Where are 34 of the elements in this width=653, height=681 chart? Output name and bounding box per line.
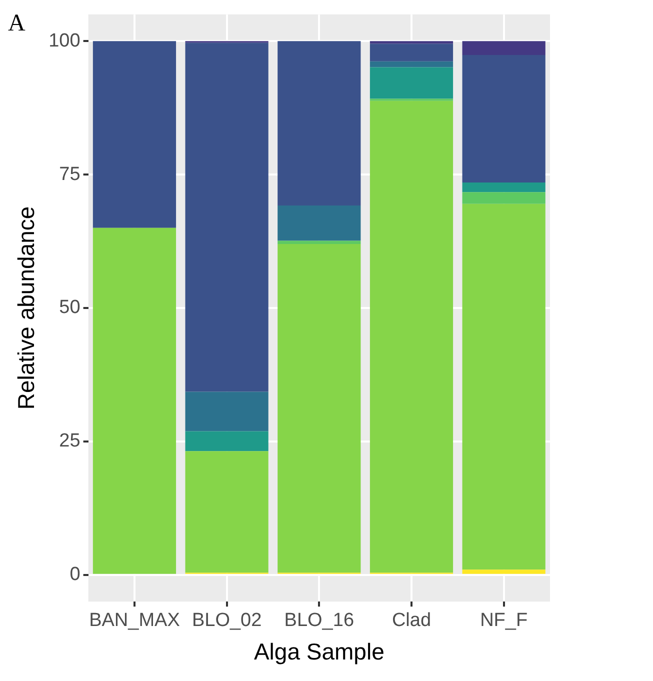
bar [462, 54, 546, 183]
y-axis-title: Relative abundance [13, 206, 40, 410]
x-tick-label: BLO_02 [192, 610, 262, 632]
bar [185, 392, 268, 432]
bar [462, 192, 546, 204]
bar [370, 67, 454, 99]
bar [462, 570, 546, 574]
x-axis-title: Alga Sample [254, 638, 384, 665]
bar [370, 41, 454, 44]
x-tick-label: BLO_16 [284, 610, 354, 632]
x-tick-label: Clad [392, 610, 432, 632]
bar [370, 44, 454, 62]
bar [185, 431, 268, 452]
y-tick-label: 0 [70, 564, 80, 586]
bar [185, 451, 268, 573]
y-tick-label: 75 [59, 164, 80, 185]
bar [462, 182, 546, 192]
bar [278, 41, 361, 206]
bar [92, 41, 176, 228]
bar [462, 204, 546, 570]
bar [278, 244, 361, 573]
bar [185, 42, 268, 392]
bar [278, 240, 361, 244]
x-tick-label: NF_F [480, 610, 528, 632]
y-tick-label: 100 [48, 30, 80, 52]
bar [462, 41, 546, 55]
bar [370, 100, 454, 573]
text: A [8, 10, 26, 36]
bar [278, 206, 361, 241]
bar [370, 61, 454, 68]
y-tick-label: 25 [59, 430, 80, 452]
bar [92, 228, 176, 574]
x-tick-label: BAN_MAX [89, 610, 180, 632]
y-tick-label: 50 [59, 297, 80, 318]
